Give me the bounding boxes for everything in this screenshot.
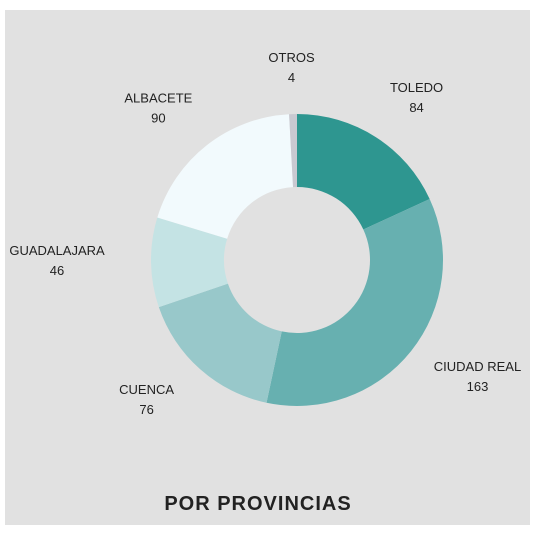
donut-slice xyxy=(158,283,282,403)
slice-value: 163 xyxy=(467,379,489,394)
slice-label: ALBACETE xyxy=(124,90,192,105)
slice-value: 84 xyxy=(409,100,423,115)
donut-slice xyxy=(297,114,430,230)
slice-label: TOLEDO xyxy=(390,80,443,95)
donut-slice xyxy=(266,199,443,407)
donut-slice xyxy=(157,114,294,239)
slice-label: OTROS xyxy=(268,50,315,65)
slice-value: 90 xyxy=(151,110,165,125)
slice-label: CIUDAD REAL xyxy=(434,359,521,374)
donut-slice xyxy=(151,217,228,308)
chart-title: POR PROVINCIAS xyxy=(164,493,351,515)
slice-value: 46 xyxy=(50,263,64,278)
slice-label: GUADALAJARA xyxy=(9,243,105,258)
slice-value: 76 xyxy=(139,402,153,417)
panel xyxy=(5,10,530,525)
donut-slice xyxy=(289,114,297,188)
slice-value: 4 xyxy=(288,70,295,85)
slice-label: CUENCA xyxy=(119,382,174,397)
